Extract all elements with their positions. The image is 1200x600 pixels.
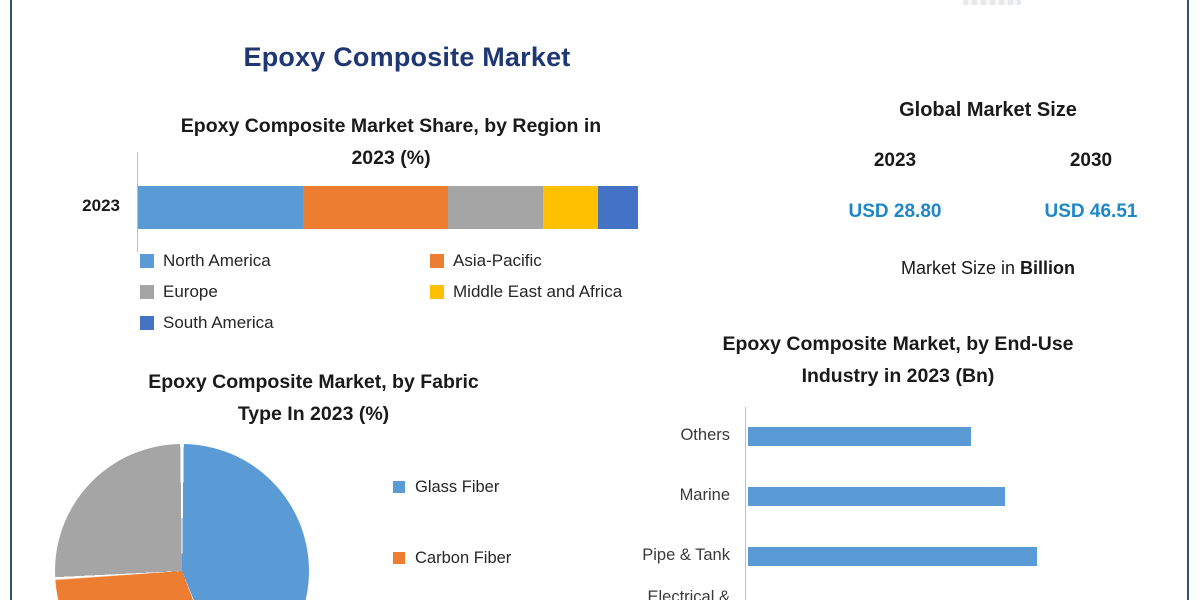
market-size-year-2030: 2030 [1069, 150, 1113, 171]
fabric-chart-legend: Glass Fiber Carbon Fiber [393, 477, 511, 568]
region-legend-item: South America [140, 313, 430, 333]
cropped-text-fragment [963, 0, 1021, 5]
region-bar-segment [543, 186, 598, 229]
frame-border-right [1187, 0, 1189, 600]
market-size-note: Market Size in Billion [838, 258, 1138, 279]
region-legend-item: Middle East and Africa [430, 282, 660, 302]
end-use-category-label: Pipe & Tank [642, 546, 730, 564]
legend-swatch-icon [393, 552, 405, 564]
fabric-legend-item: Carbon Fiber [393, 548, 511, 568]
fabric-legend-item: Glass Fiber [393, 477, 511, 497]
fabric-chart-title: Epoxy Composite Market, by Fabric Type I… [126, 366, 501, 430]
legend-label: North America [163, 251, 271, 270]
end-use-chart-y-axis [745, 407, 746, 600]
legend-swatch-icon [140, 254, 154, 268]
region-bar-segment [138, 186, 303, 229]
market-size-note-bold: Billion [1020, 258, 1076, 278]
region-chart-title: Epoxy Composite Market Share, by Region … [126, 110, 656, 174]
end-use-bar [748, 546, 1037, 566]
fabric-pie-chart [55, 444, 309, 600]
legend-label: Carbon Fiber [415, 549, 512, 567]
end-use-bar [748, 426, 971, 446]
end-use-chart-title: Epoxy Composite Market, by End-Use Indus… [683, 328, 1113, 392]
region-chart-y-axis [137, 152, 138, 252]
fabric-chart-title-line2: Type In 2023 (%) [237, 403, 390, 425]
region-bar-segment [598, 186, 638, 229]
market-size-heading: Global Market Size [899, 99, 1077, 121]
legend-swatch-icon [430, 254, 444, 268]
region-legend-item: Asia-Pacific [430, 251, 660, 271]
legend-swatch-icon [430, 285, 444, 299]
region-legend-item: Europe [140, 282, 430, 302]
region-chart-title-line1: Epoxy Composite Market Share, by Region … [180, 115, 602, 137]
region-chart-legend: North America Asia-Pacific Europe Middle Ea… [140, 251, 660, 333]
region-chart-category-label: 2023 [82, 196, 120, 215]
market-size-value-2023: USD 28.80 [848, 201, 942, 222]
legend-label: South America [163, 313, 274, 332]
legend-swatch-icon [140, 316, 154, 330]
end-use-category-label: Electrical & [647, 588, 730, 600]
market-size-year-2023: 2023 [873, 150, 917, 171]
page-title: Epoxy Composite Market [243, 42, 571, 72]
legend-label: Middle East and Africa [453, 282, 623, 301]
legend-label: Glass Fiber [415, 478, 500, 496]
legend-label: Europe [163, 282, 218, 301]
region-bar-segment [448, 186, 543, 229]
region-stacked-bar [138, 186, 638, 229]
end-use-category-label: Marine [679, 486, 730, 504]
legend-label: Asia-Pacific [453, 251, 542, 270]
market-size-note-text: Market Size in [900, 258, 1021, 278]
market-size-value-2030: USD 46.51 [1044, 201, 1138, 222]
legend-swatch-icon [140, 285, 154, 299]
region-legend-item: North America [140, 251, 430, 271]
legend-swatch-icon [393, 481, 405, 493]
region-chart-title-line2: 2023 (%) [351, 147, 431, 169]
end-use-category-label: Others [680, 426, 730, 444]
fabric-chart-title-line1: Epoxy Composite Market, by Fabric [148, 371, 479, 393]
end-use-chart-title-line1: Epoxy Composite Market, by End-Use [722, 333, 1074, 355]
region-bar-segment [303, 186, 448, 229]
frame-border-left [10, 0, 12, 600]
end-use-bar [748, 486, 1005, 506]
end-use-chart-title-line2: Industry in 2023 (Bn) [801, 365, 995, 387]
